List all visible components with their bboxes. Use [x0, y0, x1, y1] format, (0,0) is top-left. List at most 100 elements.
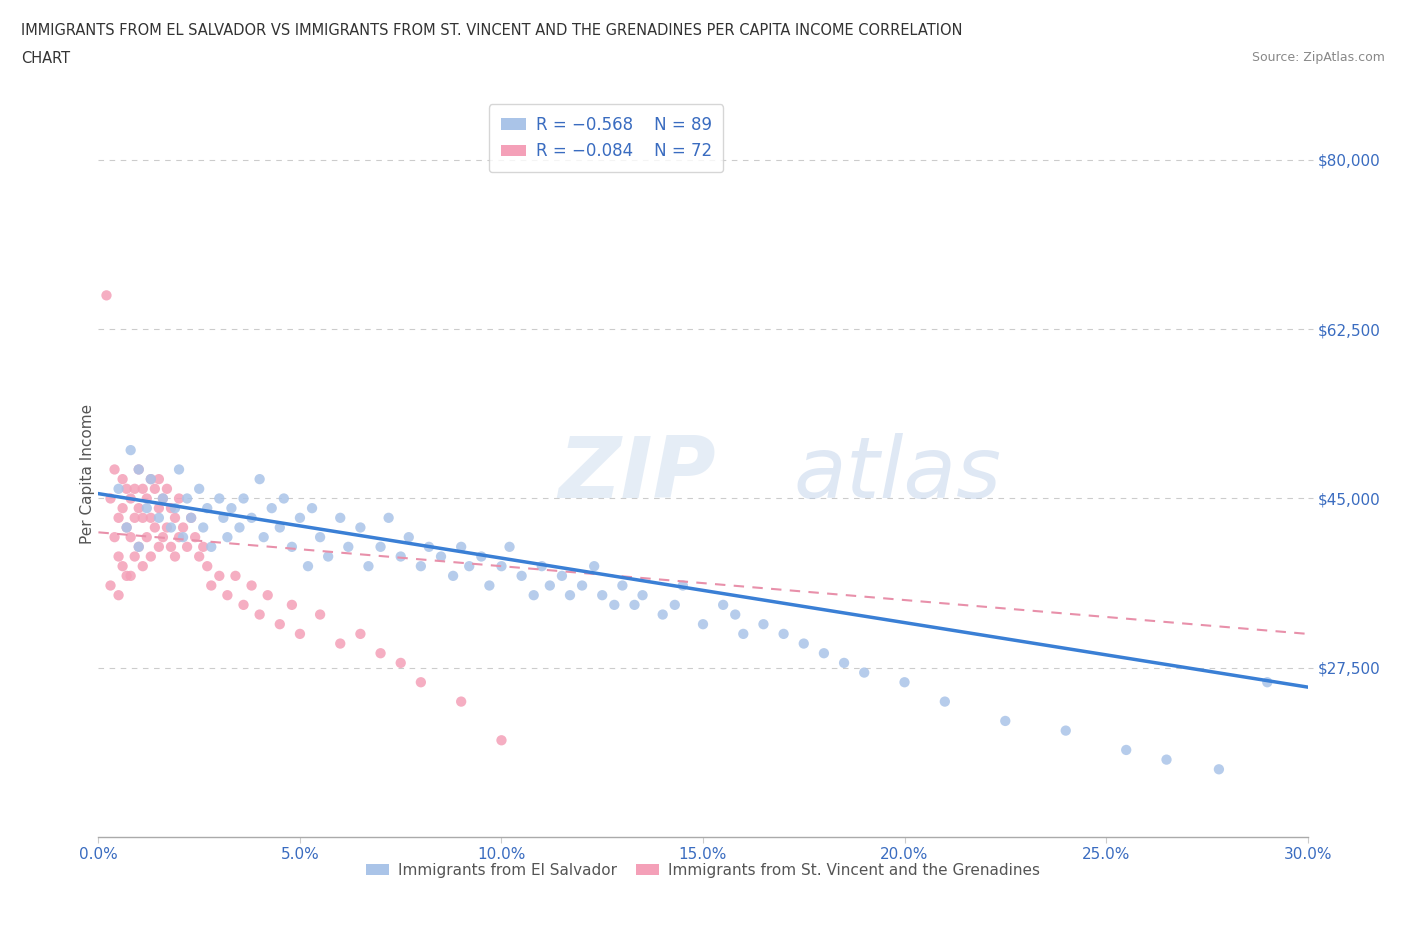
- Text: ZIP: ZIP: [558, 432, 716, 516]
- Point: [124, 511, 146, 525]
- Point: [297, 559, 319, 574]
- Point: [152, 530, 174, 545]
- Point: [163, 511, 186, 525]
- Point: [558, 588, 581, 603]
- Point: [120, 491, 142, 506]
- Point: [450, 539, 472, 554]
- Point: [143, 482, 166, 497]
- Point: [793, 636, 815, 651]
- Point: [893, 675, 915, 690]
- Point: [672, 578, 695, 593]
- Point: [100, 578, 122, 593]
- Point: [316, 549, 339, 564]
- Point: [200, 578, 222, 593]
- Point: [249, 607, 271, 622]
- Point: [398, 530, 420, 545]
- Point: [491, 559, 513, 574]
- Point: [269, 520, 291, 535]
- Point: [193, 520, 215, 535]
- Point: [478, 578, 501, 593]
- Point: [253, 530, 276, 545]
- Point: [148, 472, 170, 486]
- Point: [188, 549, 211, 564]
- Point: [124, 482, 146, 497]
- Point: [418, 539, 440, 554]
- Point: [357, 559, 380, 574]
- Point: [128, 500, 150, 515]
- Point: [103, 530, 125, 545]
- Point: [124, 549, 146, 564]
- Point: [167, 462, 190, 477]
- Point: [224, 568, 246, 583]
- Point: [135, 530, 157, 545]
- Point: [115, 568, 138, 583]
- Point: [260, 500, 283, 515]
- Point: [389, 656, 412, 671]
- Point: [193, 539, 215, 554]
- Point: [301, 500, 323, 515]
- Point: [329, 511, 352, 525]
- Point: [623, 597, 645, 612]
- Point: [163, 500, 186, 515]
- Point: [631, 588, 654, 603]
- Point: [832, 656, 855, 671]
- Point: [212, 511, 235, 525]
- Point: [217, 530, 239, 545]
- Point: [269, 617, 291, 631]
- Point: [96, 288, 118, 303]
- Point: [143, 520, 166, 535]
- Point: [100, 491, 122, 506]
- Point: [772, 627, 794, 642]
- Point: [591, 588, 613, 603]
- Point: [370, 539, 392, 554]
- Point: [281, 597, 304, 612]
- Point: [1256, 675, 1278, 690]
- Legend: Immigrants from El Salvador, Immigrants from St. Vincent and the Grenadines: Immigrants from El Salvador, Immigrants …: [360, 857, 1046, 884]
- Y-axis label: Per Capita Income: Per Capita Income: [80, 405, 94, 544]
- Point: [184, 530, 207, 545]
- Point: [389, 549, 412, 564]
- Point: [538, 578, 561, 593]
- Point: [132, 511, 155, 525]
- Point: [240, 511, 263, 525]
- Point: [733, 627, 755, 642]
- Point: [139, 549, 162, 564]
- Point: [152, 491, 174, 506]
- Point: [409, 559, 432, 574]
- Point: [664, 597, 686, 612]
- Point: [139, 511, 162, 525]
- Point: [132, 559, 155, 574]
- Point: [163, 549, 186, 564]
- Point: [612, 578, 634, 593]
- Point: [200, 539, 222, 554]
- Point: [651, 607, 673, 622]
- Point: [148, 539, 170, 554]
- Point: [273, 491, 295, 506]
- Point: [180, 511, 202, 525]
- Point: [523, 588, 546, 603]
- Point: [160, 539, 183, 554]
- Point: [115, 482, 138, 497]
- Point: [1115, 742, 1137, 757]
- Point: [132, 482, 155, 497]
- Point: [309, 607, 332, 622]
- Point: [148, 500, 170, 515]
- Point: [377, 511, 399, 525]
- Point: [167, 530, 190, 545]
- Point: [571, 578, 593, 593]
- Point: [232, 491, 254, 506]
- Point: [329, 636, 352, 651]
- Point: [111, 500, 134, 515]
- Point: [111, 472, 134, 486]
- Point: [441, 568, 464, 583]
- Point: [1156, 752, 1178, 767]
- Point: [498, 539, 520, 554]
- Point: [450, 694, 472, 709]
- Point: [176, 539, 198, 554]
- Point: [208, 568, 231, 583]
- Text: CHART: CHART: [21, 51, 70, 66]
- Point: [135, 500, 157, 515]
- Point: [156, 520, 179, 535]
- Point: [551, 568, 574, 583]
- Point: [240, 578, 263, 593]
